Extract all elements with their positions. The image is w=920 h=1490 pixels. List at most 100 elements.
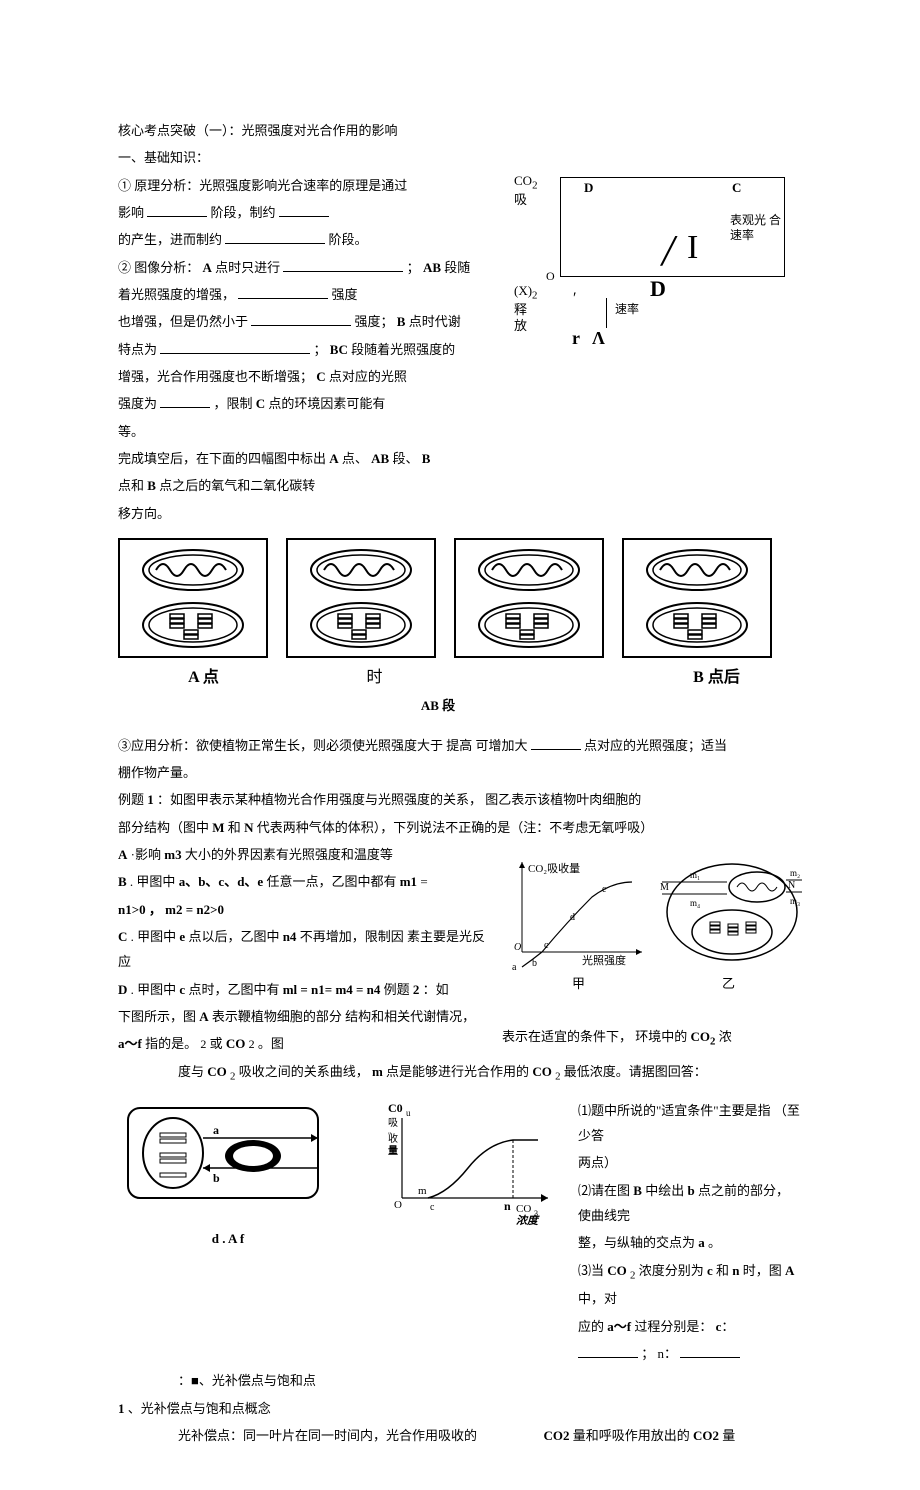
m: m	[372, 1064, 383, 1079]
label-C2: C	[256, 396, 265, 411]
txt: 点时，乙图中有	[188, 982, 279, 997]
cell-AB	[286, 538, 436, 658]
txt: 强度；	[355, 314, 394, 329]
txt: 也增强，但是仍然小于	[118, 314, 248, 329]
txt: ⑴题中所说的"适宜条件"主要是指 （至少答	[578, 1103, 800, 1143]
txt: 段、	[392, 451, 418, 466]
txt: 应的	[578, 1319, 604, 1334]
co2-curve: C0u 吸 " 收 量 m O c n CO3 浓度	[358, 1098, 558, 1238]
txt: 点对应的光照	[329, 369, 407, 384]
n: n	[732, 1263, 739, 1278]
txt: ⑶当	[578, 1263, 604, 1278]
c: c	[707, 1263, 713, 1278]
txt: 。图	[258, 1036, 284, 1051]
B: B	[633, 1183, 642, 1198]
lab-AB: AB 段	[278, 693, 598, 718]
txt: ① 原理分析：光照强度影响光合速率的原理是通过	[118, 178, 407, 193]
m1: m1	[400, 874, 417, 889]
txt: 光补偿点：同一叶片在同一时间内，光合作用吸收的	[178, 1428, 477, 1443]
af: a～f	[118, 1036, 142, 1051]
txt: 增强，光合作用强度也不断增强；	[118, 369, 316, 384]
e: e	[179, 929, 185, 944]
co2: CO	[607, 1263, 627, 1278]
txt: 下图所示，图	[118, 1009, 196, 1024]
questions: ⑴题中所说的"适宜条件"主要是指 （至少答 两点） ⑵请在图 B 中绘出 b 点…	[578, 1098, 802, 1369]
svg-text:m₃: m₃	[790, 896, 800, 906]
principles-text: ① 原理分析：光照强度影响光合速率的原理是通过 影响 阶段，制约 的产生，进而制…	[118, 173, 478, 419]
af: a～f	[607, 1319, 631, 1334]
page-title: 核心考点突破（一）：光照强度对光合作用的影响	[118, 118, 802, 143]
txt: 点以后，乙图中	[188, 929, 279, 944]
svg-text:a: a	[213, 1123, 219, 1137]
label: B	[422, 451, 431, 466]
svg-text:c: c	[430, 1202, 435, 1213]
txt: 。	[708, 1235, 721, 1250]
cell-afterB	[622, 538, 772, 658]
section-heading: 一、基础知识：	[118, 145, 802, 170]
svg-text:m: m	[418, 1185, 427, 1197]
txt: 任意一点，乙图中都有	[266, 874, 396, 889]
blank	[160, 341, 310, 354]
cell-diagram-A: a b	[118, 1098, 328, 1218]
svg-text:d: d	[570, 912, 575, 923]
co2: CO	[532, 1064, 552, 1079]
chloroplast-icon	[642, 600, 752, 650]
rV: Λ	[592, 321, 605, 356]
m3: m3	[164, 847, 181, 862]
label-C: C	[316, 369, 325, 384]
mitochondrion-icon	[474, 546, 584, 594]
c: c	[179, 982, 185, 997]
cell-A	[118, 538, 268, 658]
txt: 指的是。	[145, 1036, 197, 1051]
label-B: B	[397, 314, 406, 329]
txt: 点、	[342, 451, 368, 466]
cell-diagram-row	[118, 538, 802, 658]
txt: . 甲图中	[131, 929, 177, 944]
blank	[279, 204, 329, 217]
blank	[147, 204, 207, 217]
label-AB: AB	[423, 260, 441, 275]
txt: ，限制	[214, 396, 253, 411]
lab-Bafter: B 点后	[642, 662, 792, 693]
pt-D2: D	[650, 268, 666, 311]
c: c	[716, 1319, 722, 1334]
svg-text:浓度: 浓度	[516, 1214, 540, 1227]
label: A	[329, 451, 338, 466]
example-figure: CO₂吸收量 光照强度 a b c d e O 甲	[502, 842, 802, 1059]
figure-A: a b d . A f	[118, 1098, 338, 1369]
svg-text:CO: CO	[516, 1203, 531, 1215]
txt: ，	[149, 902, 162, 917]
svg-text:C0: C0	[388, 1101, 403, 1115]
pt-D: D	[584, 175, 593, 200]
opt-C: C	[118, 929, 127, 944]
txt: 吸收之间的关系曲线，	[239, 1064, 369, 1079]
n2: 2	[413, 982, 420, 997]
txt: 强度为	[118, 396, 157, 411]
chloroplast-icon	[138, 600, 248, 650]
row-principles: ① 原理分析：光照强度影响光合速率的原理是通过 影响 阶段，制约 的产生，进而制…	[118, 173, 802, 419]
b: b	[687, 1183, 694, 1198]
A: A	[785, 1263, 794, 1278]
svg-text:u: u	[406, 1108, 411, 1118]
svg-text:M: M	[660, 882, 669, 893]
origin: O	[546, 265, 555, 288]
chart-container: CO2 吸 D C O / I 表观光 合速率 D (X)2 释放 ′ 速率 r…	[502, 173, 802, 419]
txt: 段随	[444, 260, 470, 275]
svg-text:O: O	[514, 942, 521, 953]
svg-text:乙: 乙	[722, 976, 735, 991]
txt: 表示鞭植物细胞的部分 结构和相关代谢情况，	[212, 1009, 475, 1024]
txt: ③应用分析：欲使植物正常生长，则必须使光照强度大于 提高 可增加大	[118, 738, 531, 753]
txt: 特点为	[118, 342, 157, 357]
num: 1	[118, 1401, 125, 1416]
txt: 的产生，进而制约	[118, 232, 222, 247]
mitochondrion-icon	[642, 546, 752, 594]
blank	[578, 1345, 638, 1358]
txt: 棚作物产量。	[118, 760, 802, 785]
figure-B: C0u 吸 " 收 量 m O c n CO3 浓度	[358, 1098, 558, 1369]
chloroplast-icon	[306, 600, 416, 650]
txt: ② 图像分析：	[118, 260, 199, 275]
blank	[531, 737, 581, 750]
txt: 最低浓度。请据图回答：	[564, 1064, 707, 1079]
txt: 点对应的光照强度；适当	[584, 738, 727, 753]
a: a	[698, 1235, 705, 1250]
